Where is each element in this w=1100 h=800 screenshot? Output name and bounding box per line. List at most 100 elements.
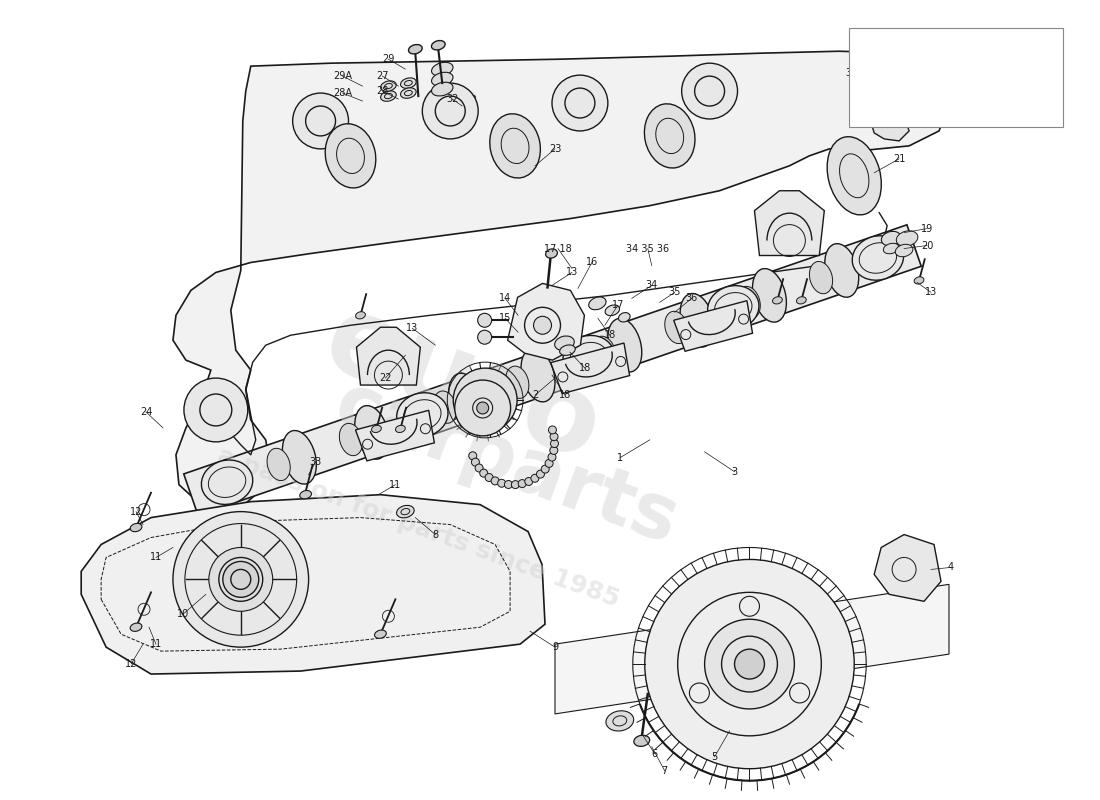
Circle shape (491, 477, 499, 485)
Text: 10: 10 (177, 610, 189, 619)
Ellipse shape (796, 297, 806, 304)
Circle shape (549, 426, 557, 434)
Text: 34: 34 (646, 280, 658, 290)
Ellipse shape (506, 366, 529, 398)
Circle shape (537, 470, 544, 478)
Text: 18: 18 (604, 330, 616, 340)
Ellipse shape (881, 231, 901, 246)
FancyBboxPatch shape (849, 28, 1063, 127)
Text: euro: euro (310, 285, 615, 483)
Circle shape (531, 474, 539, 482)
Ellipse shape (372, 426, 382, 433)
Ellipse shape (857, 78, 877, 91)
Ellipse shape (355, 312, 365, 319)
Circle shape (209, 547, 273, 611)
Circle shape (480, 469, 487, 477)
Text: 18: 18 (579, 363, 591, 373)
Ellipse shape (605, 305, 619, 316)
Text: carparts: carparts (906, 71, 1005, 91)
Circle shape (219, 558, 263, 602)
Circle shape (497, 479, 506, 487)
Circle shape (525, 478, 532, 486)
Circle shape (512, 481, 519, 489)
Text: 12: 12 (125, 659, 138, 669)
Circle shape (453, 368, 517, 432)
Text: 15: 15 (499, 314, 512, 323)
Ellipse shape (618, 313, 630, 322)
Text: 3: 3 (732, 466, 738, 477)
Text: 22: 22 (379, 373, 392, 383)
Text: 2: 2 (532, 390, 538, 400)
Circle shape (546, 459, 553, 467)
Polygon shape (356, 327, 420, 385)
Text: 30: 30 (911, 78, 923, 88)
Circle shape (184, 378, 248, 442)
Text: 20: 20 (921, 241, 933, 250)
Text: 28: 28 (376, 86, 388, 96)
Text: 31: 31 (855, 48, 867, 58)
Ellipse shape (737, 286, 760, 318)
Text: 11: 11 (389, 480, 402, 490)
Circle shape (472, 458, 480, 466)
Ellipse shape (267, 448, 290, 481)
Circle shape (477, 330, 492, 344)
Text: 36: 36 (685, 294, 697, 303)
Ellipse shape (130, 623, 142, 631)
Circle shape (552, 75, 608, 131)
Circle shape (477, 314, 492, 327)
Polygon shape (755, 190, 824, 255)
Circle shape (293, 93, 349, 149)
Polygon shape (355, 410, 434, 461)
Circle shape (548, 453, 556, 461)
Ellipse shape (354, 406, 388, 459)
Circle shape (682, 63, 737, 119)
Ellipse shape (431, 82, 453, 96)
Text: 19: 19 (921, 223, 933, 234)
Text: 23: 23 (549, 144, 561, 154)
Ellipse shape (431, 62, 453, 76)
Circle shape (550, 433, 558, 441)
Text: 11: 11 (150, 553, 162, 562)
Ellipse shape (593, 336, 616, 369)
Ellipse shape (397, 506, 415, 518)
Ellipse shape (375, 630, 386, 638)
Ellipse shape (563, 335, 614, 380)
Text: 21: 21 (893, 154, 905, 164)
Ellipse shape (130, 523, 142, 532)
Ellipse shape (896, 231, 917, 246)
Ellipse shape (852, 236, 903, 280)
Ellipse shape (883, 243, 899, 254)
Circle shape (477, 392, 493, 408)
Ellipse shape (554, 336, 574, 350)
Ellipse shape (381, 91, 396, 102)
Text: 17 18: 17 18 (544, 243, 572, 254)
Circle shape (550, 446, 558, 454)
Text: 17: 17 (612, 300, 624, 310)
Text: 14: 14 (499, 294, 512, 303)
Text: 8: 8 (432, 530, 439, 539)
Circle shape (735, 649, 764, 679)
Circle shape (469, 452, 476, 460)
Text: 18: 18 (559, 390, 571, 400)
Text: 30: 30 (845, 68, 857, 78)
Ellipse shape (431, 72, 453, 86)
Circle shape (223, 562, 258, 598)
Text: 32: 32 (447, 94, 459, 104)
Ellipse shape (546, 249, 558, 258)
Ellipse shape (340, 423, 363, 456)
Circle shape (485, 474, 493, 482)
Ellipse shape (408, 45, 422, 54)
Text: 1: 1 (617, 453, 623, 462)
Ellipse shape (810, 262, 833, 294)
Ellipse shape (914, 277, 924, 284)
Ellipse shape (825, 244, 859, 298)
Text: 34 35 36: 34 35 36 (626, 243, 669, 254)
Ellipse shape (433, 391, 456, 423)
Ellipse shape (772, 297, 782, 304)
Polygon shape (455, 89, 475, 106)
Ellipse shape (871, 51, 883, 59)
Ellipse shape (400, 78, 416, 88)
Text: 6: 6 (651, 749, 658, 758)
Ellipse shape (752, 269, 786, 322)
Text: 12: 12 (130, 506, 142, 517)
